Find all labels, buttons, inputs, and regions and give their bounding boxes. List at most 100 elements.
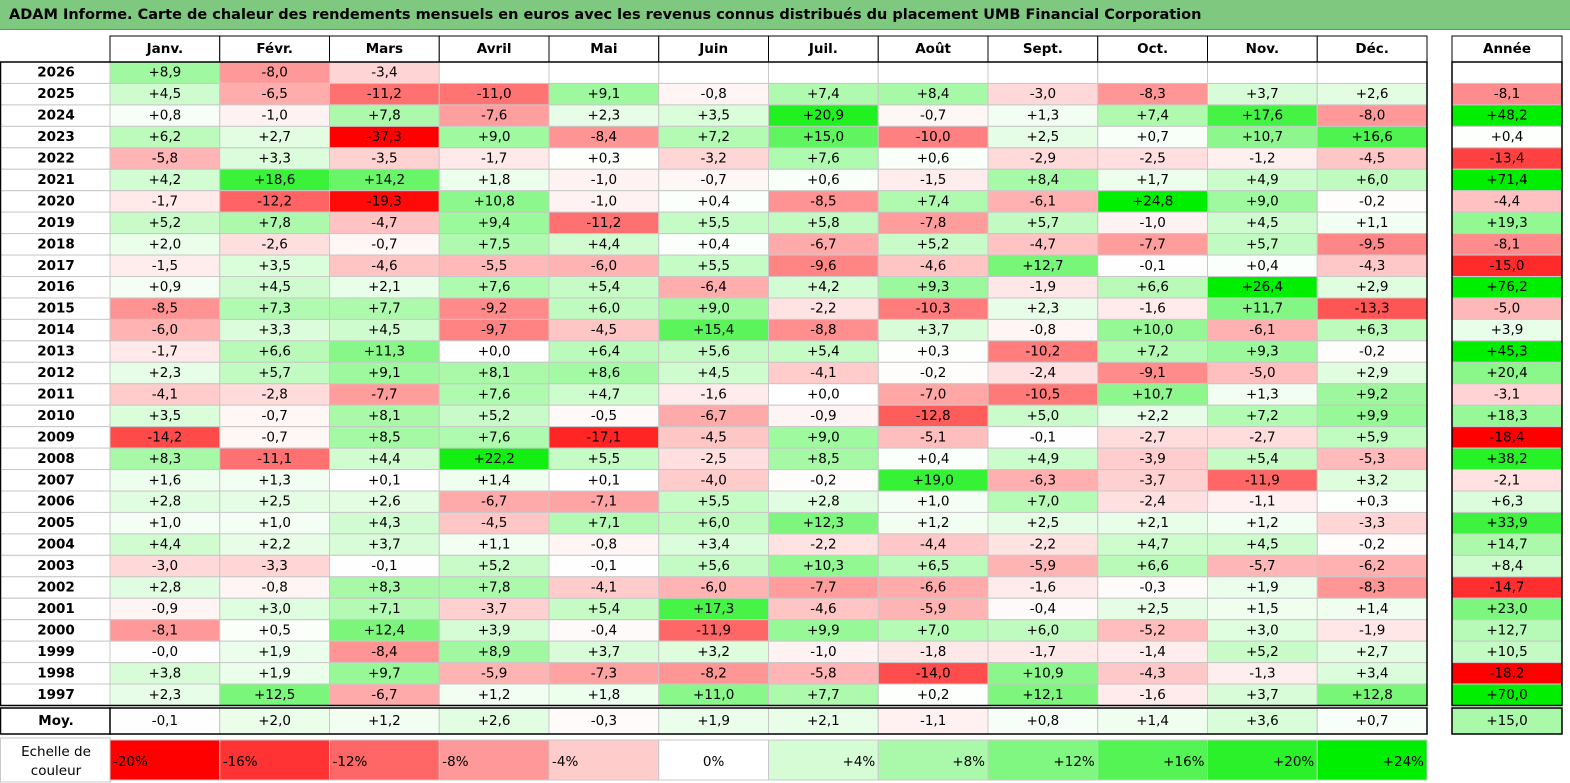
cell-value: +4,9: [1026, 451, 1059, 467]
column-header: Janv.: [146, 41, 184, 57]
cell-value: -1,0: [591, 193, 617, 209]
cell-value: -0,1: [371, 558, 397, 574]
cell-value: +3,4: [697, 537, 730, 553]
cell-value: -9,6: [810, 258, 836, 274]
scale-swatch: [438, 739, 550, 781]
cell-value: -1,7: [1030, 644, 1056, 660]
cell-value: -6,0: [591, 258, 617, 274]
cell-value: +5,4: [587, 279, 620, 295]
cell-value: -8,0: [1359, 108, 1385, 124]
cell-value: -3,4: [371, 65, 397, 81]
cell-value: -1,6: [1139, 301, 1165, 317]
cell-value: +5,7: [1246, 236, 1279, 252]
column-header-cell: [329, 35, 440, 63]
column-header-cell: [548, 35, 660, 63]
cell-value: +1,0: [917, 494, 950, 510]
row-label: 2024: [37, 108, 75, 124]
cell-value: +22,2: [473, 451, 514, 467]
cell-value: -2,5: [1139, 151, 1165, 167]
cell-value: +9,3: [917, 279, 950, 295]
cell-value: +7,6: [478, 279, 511, 295]
cell-value: +17,6: [1242, 108, 1283, 124]
cell-value: +7,8: [368, 108, 401, 124]
cell-value: +0,8: [148, 108, 181, 124]
row-label: 2021: [37, 172, 75, 188]
cell-value: +0,3: [587, 151, 620, 167]
cell-value: -1,6: [1139, 687, 1165, 703]
cell-value: +4,5: [1246, 537, 1279, 553]
cell-value: -11,1: [257, 451, 292, 467]
cell-value: +5,5: [697, 258, 730, 274]
cell-value: -4,6: [371, 258, 397, 274]
cell-value: -5,9: [920, 601, 946, 617]
cell-value: +15,0: [803, 129, 844, 145]
cell-value: +2,7: [258, 129, 291, 145]
cell-value: +4,5: [258, 279, 291, 295]
cell-value: -4,7: [1030, 236, 1056, 252]
cell-value: -8,2: [700, 665, 726, 681]
cell-value: +8,9: [478, 644, 511, 660]
scale-swatch: [877, 739, 989, 781]
cell-value: -6,5: [261, 86, 287, 102]
cell-value: -0,8: [261, 580, 287, 596]
cell-value: +4,4: [368, 451, 401, 467]
cell-value: +7,6: [478, 429, 511, 445]
cell-value: +9,3: [1246, 344, 1279, 360]
year-value: -18,4: [1490, 429, 1525, 445]
cell-value: +1,4: [478, 472, 511, 488]
cell-value: +4,5: [368, 322, 401, 338]
cell-value: +0,7: [1136, 129, 1169, 145]
cell-value: -2,5: [700, 451, 726, 467]
cell-value: -5,9: [1030, 558, 1056, 574]
scale-swatch: [987, 739, 1099, 781]
year-value: +70,0: [1486, 687, 1527, 703]
cell-value: +5,4: [587, 601, 620, 617]
cell-value: -5,9: [481, 665, 507, 681]
cell-value: +3,5: [697, 108, 730, 124]
cell-value: +10,3: [803, 558, 844, 574]
cell-value: +4,2: [807, 279, 840, 295]
row-label: 2003: [37, 558, 75, 574]
cell-value: +8,5: [807, 451, 840, 467]
cell-value: +12,1: [1022, 687, 1063, 703]
cell-value: -7,7: [1139, 236, 1165, 252]
cell-value: +1,8: [587, 687, 620, 703]
row-label: 2015: [37, 301, 75, 317]
scale-step-label: +8%: [952, 754, 985, 770]
scale-swatch: [219, 739, 330, 781]
cell-value: +1,1: [1356, 215, 1389, 231]
year-value: +45,3: [1486, 344, 1527, 360]
column-header: Juil.: [808, 41, 838, 57]
cell-value: +0,6: [917, 151, 950, 167]
year-value: +20,4: [1486, 365, 1527, 381]
scale-swatch: [658, 739, 769, 781]
cell-value: +7,7: [807, 687, 840, 703]
cell-value: -1,0: [1139, 215, 1165, 231]
cell-value: +2,8: [148, 580, 181, 596]
cell-value: +7,0: [917, 622, 950, 638]
cell-value: +7,2: [697, 129, 730, 145]
cell-value: +0,4: [1246, 258, 1279, 274]
cell-value: +5,2: [917, 236, 950, 252]
cell-value: +9,0: [807, 429, 840, 445]
row-label: 2013: [37, 344, 75, 360]
cell-value: +1,0: [148, 515, 181, 531]
cell-value: +1,9: [258, 644, 291, 660]
cell-value: +12,3: [803, 515, 844, 531]
cell-value: -6,1: [1249, 322, 1275, 338]
scale-step-label: -12%: [333, 754, 368, 770]
cell-value: +8,1: [368, 408, 401, 424]
cell-value: +2,5: [258, 494, 291, 510]
cell-value: +9,1: [587, 86, 620, 102]
cell-value: -2,8: [261, 386, 287, 402]
cell-value: +7,1: [587, 515, 620, 531]
cell-value: -4,1: [152, 386, 178, 402]
cell-value: -7,1: [591, 494, 617, 510]
cell-value: -0,7: [261, 429, 287, 445]
cell-value: -8,3: [1359, 580, 1385, 596]
average-value: +3,6: [1246, 713, 1279, 729]
cell-value: +5,6: [697, 344, 730, 360]
cell-value: -11,0: [477, 86, 512, 102]
cell-value: +5,2: [148, 215, 181, 231]
year-value: -5,0: [1494, 301, 1520, 317]
